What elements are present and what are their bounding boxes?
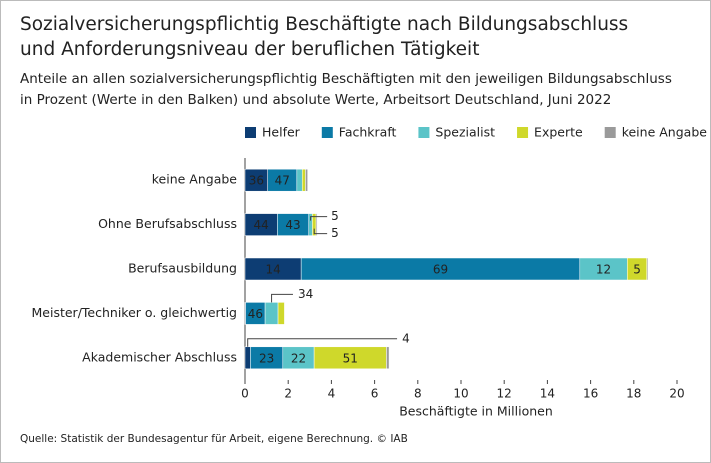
data-label: 5 (331, 226, 339, 240)
bar-segment (301, 168, 306, 192)
x-tick-label: 18 (626, 387, 641, 401)
data-label: 14 (265, 263, 280, 277)
data-label: 36 (249, 174, 264, 188)
x-tick-label: 8 (414, 387, 422, 401)
data-label: 4 (402, 331, 410, 345)
legend-swatch (418, 127, 430, 138)
leader-line (247, 338, 398, 347)
bar-segment (315, 213, 318, 236)
y-tick-label: Meister/Techniker o. gleichwertig (32, 305, 238, 320)
leader-line (313, 228, 328, 235)
bar-segment (264, 302, 279, 325)
legend-swatch (517, 127, 529, 138)
chart-title: und Anforderungsniveau der beruflichen T… (20, 39, 479, 60)
x-tick-label: 20 (669, 387, 684, 401)
data-label: 12 (596, 263, 611, 277)
y-tick-label: Ohne Berufsabschluss (98, 216, 237, 231)
y-tick-label: Akademischer Abschluss (82, 349, 237, 364)
legend-swatch (604, 127, 616, 138)
bar-segment (646, 257, 649, 281)
legend-label: keine Angabe (622, 125, 708, 140)
leader-line (271, 293, 293, 303)
data-label: 23 (259, 351, 274, 365)
data-label: 34 (298, 287, 313, 301)
legend-label: Experte (534, 125, 583, 140)
bar-segment (386, 346, 390, 370)
x-tick-label: 12 (497, 387, 512, 401)
x-tick-label: 10 (453, 387, 468, 401)
data-label: 5 (331, 209, 339, 223)
x-tick-label: 6 (371, 387, 379, 401)
x-tick-label: 4 (328, 387, 336, 401)
bar-segment (296, 168, 303, 192)
subtitle: Anteile an allen sozialversicherungspfli… (20, 71, 672, 87)
x-tick-label: 16 (583, 387, 598, 401)
legend-label: Helfer (262, 125, 301, 140)
source: Quelle: Statistik der Bundesagentur für … (20, 433, 408, 445)
bar-segment (244, 346, 251, 370)
y-tick-label: keine Angabe (152, 172, 238, 187)
bar-segment (305, 168, 308, 192)
y-tick-label: Berufsausbildung (128, 261, 237, 276)
legend-swatch (245, 127, 256, 138)
legend-label: Fachkraft (339, 125, 397, 140)
x-tick-label: 0 (241, 387, 249, 401)
bar-segment (277, 302, 285, 325)
subtitle: in Prozent (Werte in den Balken) und abs… (20, 92, 611, 108)
x-tick-label: 14 (540, 387, 555, 401)
legend-swatch (321, 127, 333, 138)
leader-line (310, 216, 328, 221)
data-label: 47 (275, 174, 290, 188)
data-label: 46 (248, 307, 263, 321)
data-label: 22 (291, 351, 306, 365)
data-label: 44 (254, 218, 269, 232)
x-axis-label: Beschäftigte in Millionen (399, 404, 553, 419)
data-label: 5 (633, 263, 641, 277)
x-tick-label: 2 (284, 387, 292, 401)
data-label: 43 (285, 218, 300, 232)
data-label: 69 (433, 263, 448, 277)
chart-title: Sozialversicherungspflichtig Beschäftigt… (20, 14, 628, 35)
data-label: 51 (343, 351, 358, 365)
legend-label: Spezialist (435, 125, 495, 140)
